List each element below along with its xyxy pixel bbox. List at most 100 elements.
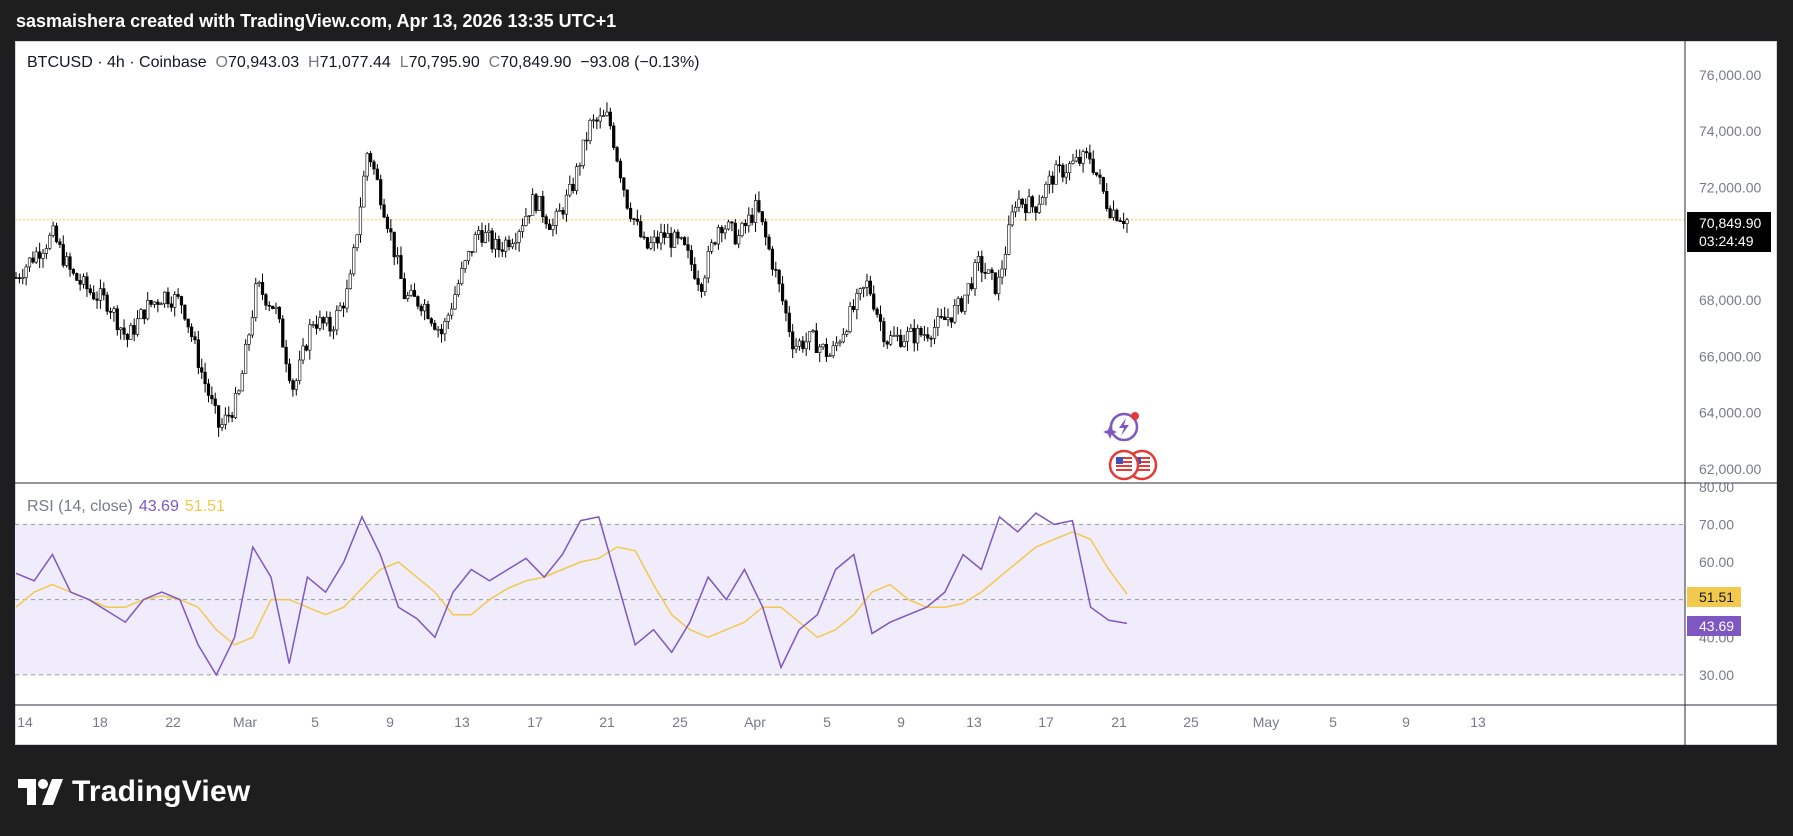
candle-body <box>210 395 214 400</box>
candle-body <box>889 335 893 345</box>
candle-body <box>156 301 160 305</box>
candle-body <box>34 251 38 263</box>
open-value: 70,943.03 <box>227 54 300 71</box>
candle-body <box>345 288 349 309</box>
candle-body <box>669 233 673 248</box>
time-tick-label: May <box>1253 714 1279 730</box>
candle-body <box>963 294 967 312</box>
us-flag-icon[interactable] <box>1106 448 1162 482</box>
candle-body <box>578 165 582 167</box>
candle-body <box>169 303 173 308</box>
time-tick-label: 5 <box>823 714 831 730</box>
candle-body <box>389 228 393 233</box>
time-tick-label: 13 <box>454 714 470 730</box>
candle-body <box>946 317 950 321</box>
candle-body <box>966 283 970 296</box>
candle-body <box>328 316 332 332</box>
time-tick-label: 9 <box>897 714 905 730</box>
candle-body <box>227 414 231 417</box>
candle-body <box>132 325 136 335</box>
rsi-ma-line <box>15 531 1128 646</box>
candle-body <box>122 327 126 335</box>
candle-body <box>568 184 572 196</box>
candle-body <box>1098 174 1102 178</box>
candle-body <box>129 325 133 340</box>
candle-body <box>645 237 650 249</box>
candle-body <box>1051 175 1055 185</box>
candle-body <box>466 251 471 262</box>
candle-body <box>1074 156 1078 162</box>
candle-body <box>500 249 504 252</box>
candle-body <box>426 303 430 319</box>
candle-body <box>656 236 660 244</box>
low-value: 70,795.90 <box>408 54 480 71</box>
candle-body <box>254 283 258 318</box>
candle-body <box>541 196 545 218</box>
candle-body <box>780 283 785 302</box>
rsi-ma-value: 51.51 <box>184 498 225 515</box>
candle-body <box>146 300 150 320</box>
candle-body <box>905 331 910 342</box>
time-tick-label: 9 <box>1402 714 1410 730</box>
candle-body <box>48 235 52 249</box>
candle-body <box>1034 206 1038 213</box>
candle-body <box>1037 203 1041 213</box>
candle-body <box>902 341 906 347</box>
price-tick-label: 62,000.00 <box>1699 461 1761 477</box>
candle-body <box>399 255 403 279</box>
candle-body <box>561 210 565 215</box>
time-tick-label: 5 <box>1329 714 1337 730</box>
symbol-label[interactable]: BTCUSD · 4h · Coinbase <box>27 54 207 71</box>
candle-body <box>514 242 518 245</box>
lightning-event-icon[interactable] <box>1100 410 1144 444</box>
candle-body <box>706 250 710 279</box>
candle-body <box>314 324 319 329</box>
candle-body <box>395 255 400 258</box>
candle-body <box>311 324 315 326</box>
candle-body <box>750 214 754 223</box>
candle-body <box>487 230 491 233</box>
candle-body <box>774 269 778 271</box>
candle-body <box>895 334 899 337</box>
rsi-label[interactable]: RSI (14, close) <box>27 498 133 515</box>
time-tick-label: Apr <box>744 714 766 730</box>
candle-body <box>196 339 200 368</box>
candle-body <box>564 194 569 215</box>
candle-body <box>649 242 653 249</box>
price-tick-label: 66,000.00 <box>1699 348 1761 364</box>
candle-body <box>58 241 62 245</box>
candle-body <box>321 317 325 324</box>
price-tick-label: 68,000.00 <box>1699 292 1761 308</box>
candle-body <box>605 111 609 116</box>
candle-body <box>1047 175 1051 185</box>
candle-body <box>740 222 744 236</box>
candle-body <box>217 405 221 428</box>
candle-body <box>240 373 244 392</box>
rsi-line <box>15 512 1128 677</box>
candle-body <box>760 211 764 223</box>
chart-canvas[interactable]: 76,000.00 74,000.00 72,000.00 68,000.00 66,0… <box>15 41 1777 745</box>
candle-body <box>152 301 157 305</box>
candle-body <box>753 200 758 223</box>
rsi-legend: RSI (14, close) 43.69 51.51 <box>27 498 225 516</box>
candle-body <box>308 324 312 351</box>
candle-body <box>983 271 987 274</box>
candle-body <box>173 294 177 308</box>
candle-body <box>115 308 119 331</box>
candle-body <box>858 288 862 294</box>
candle-body <box>362 175 366 208</box>
time-tick-label: 9 <box>386 714 394 730</box>
candle-body <box>271 305 275 309</box>
tradingview-brand[interactable]: TradingView <box>18 775 250 809</box>
candle-body <box>936 316 940 328</box>
candle-body <box>943 316 947 321</box>
candle-body <box>926 334 930 339</box>
candle-body <box>206 383 211 396</box>
candle-body <box>95 298 99 301</box>
candle-body <box>601 115 606 117</box>
candle-body <box>1044 183 1048 198</box>
candle-body <box>639 221 643 238</box>
rsi-tick-label: 30.00 <box>1699 667 1734 683</box>
candle-body <box>183 304 187 320</box>
candle-body <box>98 288 103 301</box>
